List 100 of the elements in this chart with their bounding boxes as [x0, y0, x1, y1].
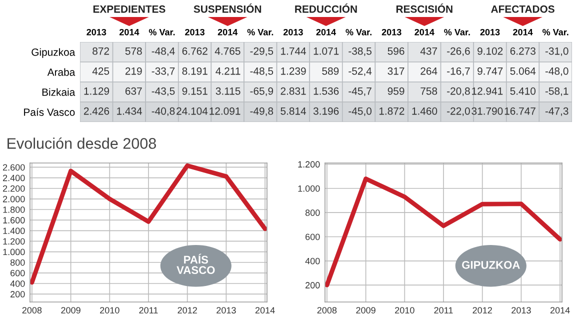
data-label: -49,8	[250, 107, 274, 116]
data-label: 425	[92, 67, 110, 75]
x-tick-label: 2009	[61, 307, 80, 314]
data-label: 589	[322, 67, 339, 75]
data-label: 9.747	[478, 67, 503, 75]
data-label: 4.211	[216, 67, 240, 75]
data-label: 872	[92, 47, 109, 55]
y-tick-label: 400	[10, 280, 25, 287]
x-tick-label: 2011	[139, 307, 158, 314]
data-label: 6.273	[510, 47, 536, 55]
text: SUSPENSIÓN	[194, 3, 262, 13]
x-tick-label: 2014	[513, 28, 533, 36]
x-tick-label: % Var.	[247, 28, 274, 36]
data-label: 5.410	[510, 87, 536, 95]
y-tick-label: 200	[306, 282, 320, 288]
data-label: -52,4	[348, 67, 372, 76]
y-tick-label: 1.800	[3, 206, 25, 213]
data-label: 3.196	[313, 107, 339, 115]
y-tick-label: Gipuzkoa	[32, 48, 76, 58]
data-label: -48,5	[250, 67, 274, 76]
data-label: 9.102	[478, 47, 503, 55]
data-label: 437	[420, 47, 437, 55]
text: EXPEDIENTES	[93, 5, 166, 13]
y-tick-label: 1.400	[3, 228, 25, 234]
y-tick-label: Araba	[47, 68, 76, 76]
y-tick-label: 600	[306, 234, 320, 240]
y-tick-label: 2.400	[3, 174, 25, 182]
x-tick-label: 2013	[382, 28, 402, 36]
annotation: PAÍS VASCO	[176, 254, 215, 274]
chart-title: Evolución desde 2008	[8, 137, 156, 149]
data-label: 596	[388, 47, 404, 55]
data-label: 5.814	[280, 107, 306, 115]
x-tick-label: 2013	[512, 307, 531, 314]
data-label: 24.104	[176, 107, 208, 115]
x-tick-label: 2013	[283, 28, 303, 36]
data-label: -29,5	[250, 47, 274, 56]
data-label: 578	[125, 47, 142, 55]
y-tick-label: 1.000	[298, 185, 320, 192]
data-label: -31,0	[545, 47, 568, 56]
data-label: 1.872	[379, 107, 404, 115]
text: AFECTADOS	[491, 5, 554, 13]
data-label: -58,1	[545, 87, 568, 96]
x-tick-label: 2013	[86, 28, 106, 36]
data-label: -26,6	[447, 47, 470, 56]
data-label: 8.191	[182, 67, 208, 75]
data-label: -48,0	[545, 67, 568, 76]
y-tick-label: 1.600	[3, 217, 25, 224]
data-label: 264	[420, 67, 438, 75]
data-label: -33,7	[152, 67, 175, 76]
y-tick-label: 2.600	[3, 164, 25, 171]
y-tick-label: 600	[10, 270, 25, 276]
x-tick-label: 2009	[356, 307, 376, 314]
data-label: 1.744	[281, 48, 306, 55]
y-tick-label: 1.200	[298, 161, 320, 168]
data-label: 317	[388, 67, 404, 75]
x-tick-label: 2014	[316, 28, 336, 36]
data-label: -65,9	[250, 87, 274, 96]
data-label: 5.064	[510, 67, 536, 75]
line-series	[325, 176, 562, 288]
annotation: GIPUZKOA	[462, 260, 520, 269]
x-tick-label: 2013	[480, 28, 500, 36]
y-tick-label: 2.200	[3, 185, 25, 192]
data-label: 1.434	[117, 107, 142, 115]
data-label: 6.762	[182, 47, 208, 55]
x-tick-label: 2010	[395, 307, 414, 314]
data-label: 1.071	[314, 47, 339, 55]
data-label: 9.151	[182, 87, 208, 95]
x-tick-label: % Var.	[148, 28, 175, 36]
data-label: 16.747	[504, 107, 536, 115]
y-tick-label: 200	[10, 291, 25, 298]
x-tick-label: 2014	[550, 307, 570, 314]
y-tick-label: 1.200	[3, 238, 25, 245]
x-tick-label: % Var.	[444, 28, 470, 36]
y-tick-label: 2.000	[3, 196, 25, 202]
data-label: 3.115	[216, 87, 240, 95]
x-tick-label: 2011	[434, 307, 453, 314]
data-label: 959	[388, 87, 404, 95]
y-tick-label: 400	[305, 258, 320, 264]
data-label: -48,4	[152, 47, 175, 56]
data-label: -45,7	[348, 88, 372, 96]
x-tick-label: % Var.	[346, 28, 372, 36]
y-tick-label: 800	[10, 259, 25, 266]
data-label: 1.239	[281, 67, 306, 75]
data-label: 12.941	[472, 87, 503, 95]
x-tick-label: 2014	[255, 307, 275, 314]
y-tick-label: País Vasco	[24, 108, 75, 116]
x-tick-label: 2013	[185, 28, 205, 36]
y-tick-label: 800	[305, 210, 320, 216]
text: RESCISIÓN	[396, 3, 452, 13]
x-tick-label: 2014	[218, 28, 238, 36]
data-label: -38,5	[348, 47, 372, 56]
x-tick-label: 2012	[178, 307, 197, 314]
x-tick-label: 2012	[472, 307, 492, 314]
data-label: 2.426	[84, 107, 110, 115]
x-tick-label: 2008	[22, 307, 42, 314]
data-label: 219	[125, 67, 142, 75]
y-tick-label: Bizkaia	[42, 88, 76, 96]
data-label: 637	[125, 87, 142, 95]
x-tick-label: 2010	[100, 307, 120, 314]
data-label: 1.460	[412, 107, 438, 115]
